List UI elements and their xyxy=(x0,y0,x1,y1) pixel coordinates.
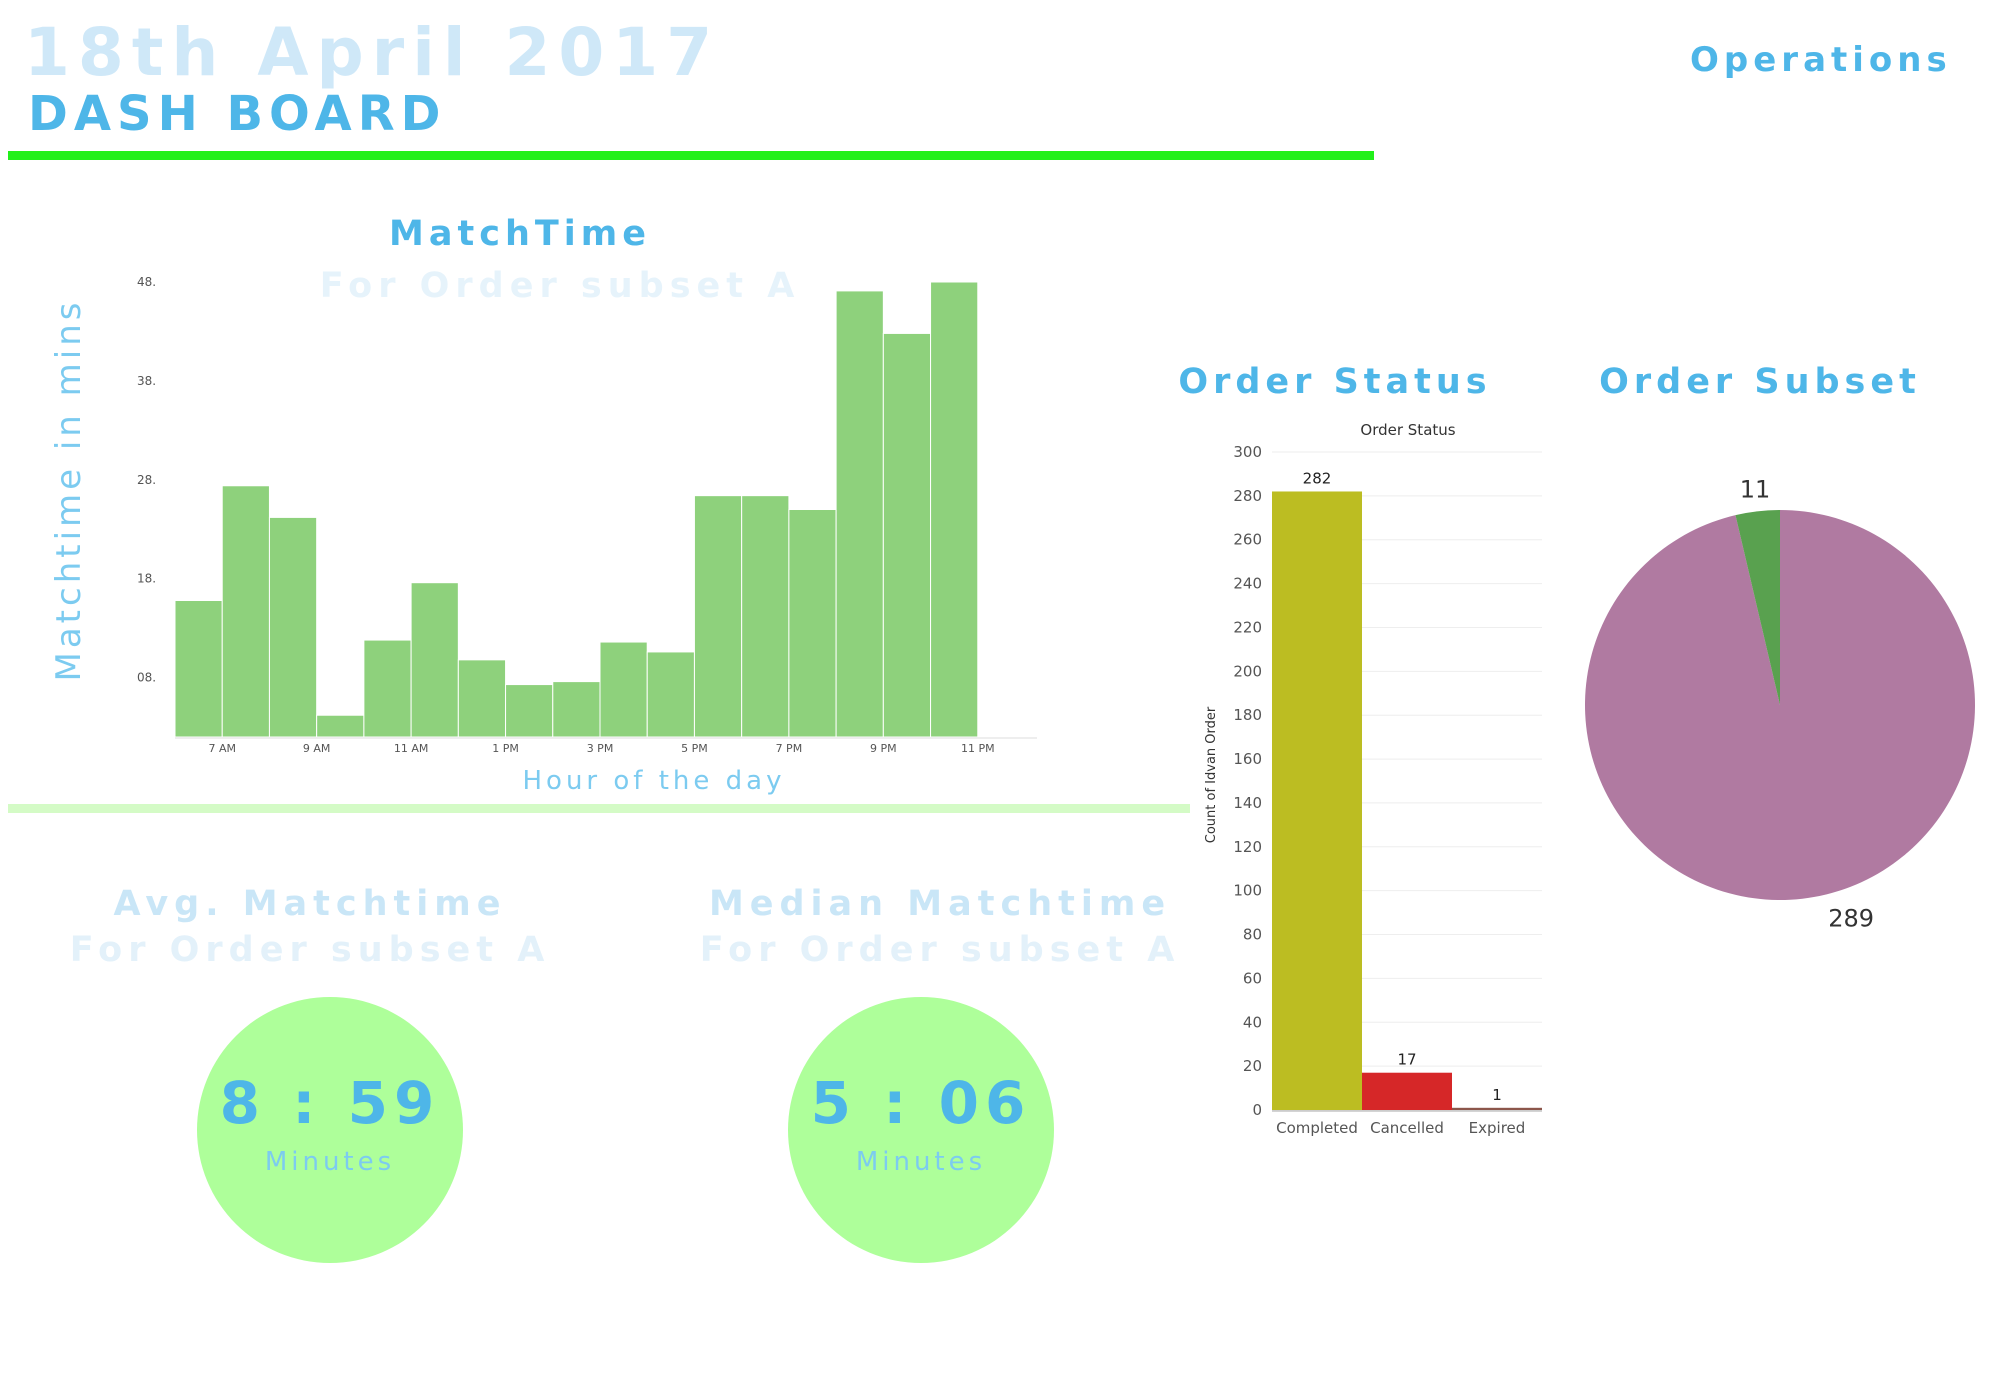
histogram-bar xyxy=(505,684,554,738)
histogram-bar xyxy=(882,332,932,738)
order-status-x-tick: Expired xyxy=(1469,1119,1526,1137)
order-status-data-label: 1 xyxy=(1492,1086,1502,1104)
order-status-y-tick: 80 xyxy=(1243,926,1262,944)
order-status-bar xyxy=(1452,1107,1542,1110)
histogram-y-tick: 48. xyxy=(137,275,156,289)
median-matchtime-value: 5 : 06 xyxy=(810,1069,1032,1137)
histogram-bar xyxy=(363,639,412,738)
order-status-y-tick: 200 xyxy=(1233,662,1262,680)
histogram-x-tick: 1 PM xyxy=(492,742,519,755)
order-status-data-label: 17 xyxy=(1397,1051,1416,1069)
histogram-y-tick: 08. xyxy=(137,671,156,685)
matchtime-title: MatchTime xyxy=(389,214,651,254)
order-status-data-label: 282 xyxy=(1303,469,1332,487)
order-status-y-tick: 160 xyxy=(1233,750,1262,768)
pie-data-label: 11 xyxy=(1740,475,1771,503)
matchtime-histogram: 08. 18. 28. 38. 48. 7 AM 9 AM 11 AM 1 PM 3 PM 5 P… xyxy=(49,275,1037,796)
median-matchtime-subtitle: For Order subset A xyxy=(699,930,1181,970)
order-status-y-tick: 100 xyxy=(1233,882,1262,900)
order-status-x-tick: Cancelled xyxy=(1370,1119,1444,1137)
dashboard-date: 18th April 2017 xyxy=(24,14,721,91)
order-status-bar xyxy=(1272,491,1362,1111)
histogram-x-tick: 3 PM xyxy=(587,742,614,755)
order-status-y-tick: 140 xyxy=(1233,794,1262,812)
order-status-y-tick: 0 xyxy=(1252,1101,1262,1119)
histogram-x-tick: 5 PM xyxy=(681,742,708,755)
median-matchtime-circle: 5 : 06 Minutes xyxy=(788,997,1054,1263)
histogram-bar xyxy=(599,641,648,738)
median-matchtime-unit: Minutes xyxy=(855,1147,987,1177)
order-status-y-tick: 260 xyxy=(1233,531,1262,549)
order-status-y-tick: 180 xyxy=(1233,706,1262,724)
histogram-bar xyxy=(835,290,884,738)
histogram-x-tick: 11 PM xyxy=(961,742,995,755)
histogram-y-tick: 38. xyxy=(137,374,156,388)
order-subset-heading: Order Subset xyxy=(1599,362,1921,402)
order-status-chart: Order Status 0 20 40 60 80 100 120 140 160 180 200… xyxy=(1204,421,1542,1137)
histogram-bar xyxy=(646,651,695,738)
histogram-bar xyxy=(741,495,790,738)
histogram-y-axis-label: Matchtime in mins xyxy=(49,299,89,682)
order-status-x-tick: Completed xyxy=(1276,1119,1358,1137)
histogram-y-tick: 28. xyxy=(137,473,156,487)
order-status-bar xyxy=(1362,1072,1452,1110)
pie-slice xyxy=(1735,510,1780,705)
order-status-y-tick: 60 xyxy=(1243,969,1262,987)
order-status-y-tick: 120 xyxy=(1233,838,1262,856)
histogram-bar xyxy=(410,582,459,738)
histogram-bar xyxy=(457,659,507,738)
histogram-y-tick: 18. xyxy=(137,572,156,586)
order-status-y-tick: 280 xyxy=(1233,487,1262,505)
avg-matchtime-title: Avg. Matchtime xyxy=(113,884,507,924)
histogram-bar xyxy=(221,485,270,738)
histogram-x-tick: 7 AM xyxy=(208,742,236,755)
histogram-x-tick: 7 PM xyxy=(776,742,803,755)
median-matchtime-title: Median Matchtime xyxy=(708,884,1172,924)
dashboard-title: DASH BOARD xyxy=(28,86,447,142)
histogram-bar xyxy=(268,516,318,738)
avg-matchtime-subtitle: For Order subset A xyxy=(69,930,551,970)
histogram-x-axis-label: Hour of the day xyxy=(523,766,786,796)
order-status-heading: Order Status xyxy=(1178,362,1492,402)
histogram-x-tick: 9 PM xyxy=(870,742,897,755)
avg-matchtime-circle: 8 : 59 Minutes xyxy=(197,997,463,1263)
section-label: Operations xyxy=(1690,40,1952,80)
order-status-y-axis-label: Count of Idvan Order xyxy=(1204,706,1219,843)
histogram-bar xyxy=(316,714,365,738)
header-divider xyxy=(8,151,1374,160)
order-status-y-tick: 240 xyxy=(1233,575,1262,593)
matchtime-subtitle: For Order subset A xyxy=(319,266,801,306)
histogram-bar xyxy=(693,495,743,738)
histogram-bar xyxy=(174,600,223,738)
histogram-bar xyxy=(552,681,601,738)
histogram-x-tick: 11 AM xyxy=(394,742,429,755)
avg-matchtime-unit: Minutes xyxy=(264,1147,396,1177)
order-status-y-tick: 300 xyxy=(1233,443,1262,461)
avg-matchtime-value: 8 : 59 xyxy=(219,1069,441,1137)
order-status-y-tick: 40 xyxy=(1243,1013,1262,1031)
order-status-y-tick: 220 xyxy=(1233,618,1262,636)
section-divider xyxy=(8,804,1190,813)
histogram-bar xyxy=(788,509,837,738)
order-status-chart-title: Order Status xyxy=(1360,421,1455,439)
order-status-y-tick: 20 xyxy=(1243,1057,1262,1075)
histogram-x-tick: 9 AM xyxy=(303,742,331,755)
pie-data-label: 289 xyxy=(1828,904,1874,932)
order-subset-pie: 289 11 xyxy=(1585,475,1975,932)
histogram-bar xyxy=(930,281,979,738)
